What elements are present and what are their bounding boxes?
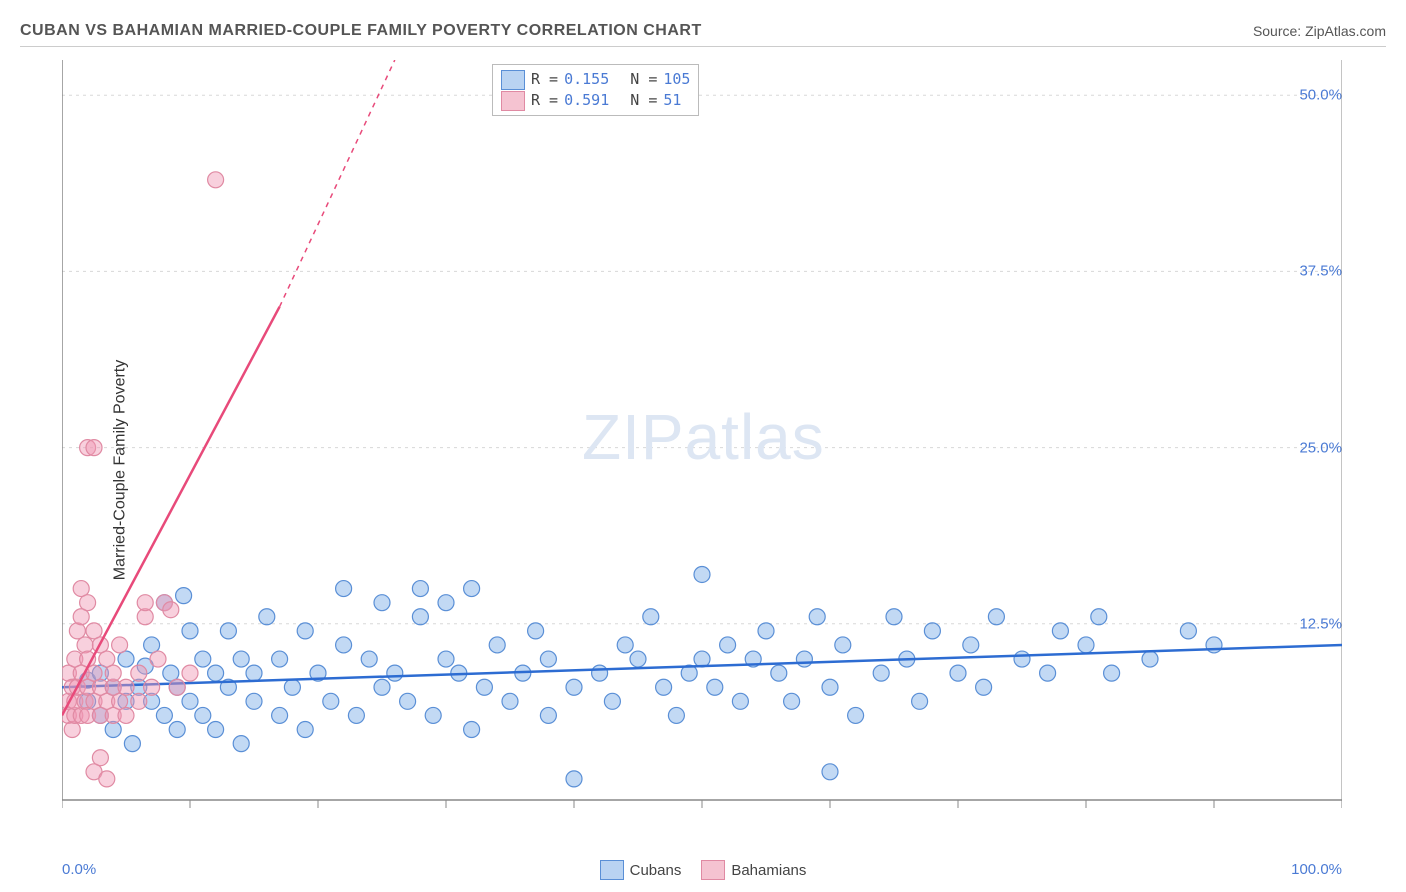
stats-row-bahamians: R = 0.591 N = 51: [501, 90, 690, 111]
r-value-cubans: 0.155: [564, 69, 609, 90]
chart-container: Married-Couple Family Poverty ZIPatlas R…: [20, 60, 1386, 880]
stats-legend: R = 0.155 N = 105 R = 0.591 N = 51: [492, 64, 699, 116]
swatch-bahamians: [501, 91, 525, 111]
n-value-cubans: 105: [663, 69, 690, 90]
swatch-cubans: [501, 70, 525, 90]
source-attribution: Source: ZipAtlas.com: [1253, 23, 1386, 39]
plot-area: ZIPatlas R = 0.155 N = 105 R = 0.591 N =…: [62, 60, 1342, 830]
n-label: N =: [630, 69, 657, 90]
n-value-bahamians: 51: [663, 90, 681, 111]
r-value-bahamians: 0.591: [564, 90, 609, 111]
r-label: R =: [531, 90, 558, 111]
legend-item-bahamians: Bahamians: [701, 860, 806, 880]
chart-title: CUBAN VS BAHAMIAN MARRIED-COUPLE FAMILY …: [20, 22, 702, 40]
r-label: R =: [531, 69, 558, 90]
y-tick-label: 50.0%: [1299, 87, 1342, 104]
scatter-svg: [62, 60, 1342, 830]
y-tick-label: 12.5%: [1299, 615, 1342, 632]
y-tick-label: 25.0%: [1299, 439, 1342, 456]
stats-row-cubans: R = 0.155 N = 105: [501, 69, 690, 90]
y-tick-label: 37.5%: [1299, 263, 1342, 280]
legend-label-bahamians: Bahamians: [731, 862, 806, 879]
n-label: N =: [630, 90, 657, 111]
bottom-legend: Cubans Bahamians: [20, 860, 1386, 880]
legend-swatch-bahamians: [701, 860, 725, 880]
legend-item-cubans: Cubans: [600, 860, 682, 880]
legend-swatch-cubans: [600, 860, 624, 880]
legend-label-cubans: Cubans: [630, 862, 682, 879]
header-bar: CUBAN VS BAHAMIAN MARRIED-COUPLE FAMILY …: [20, 16, 1386, 47]
